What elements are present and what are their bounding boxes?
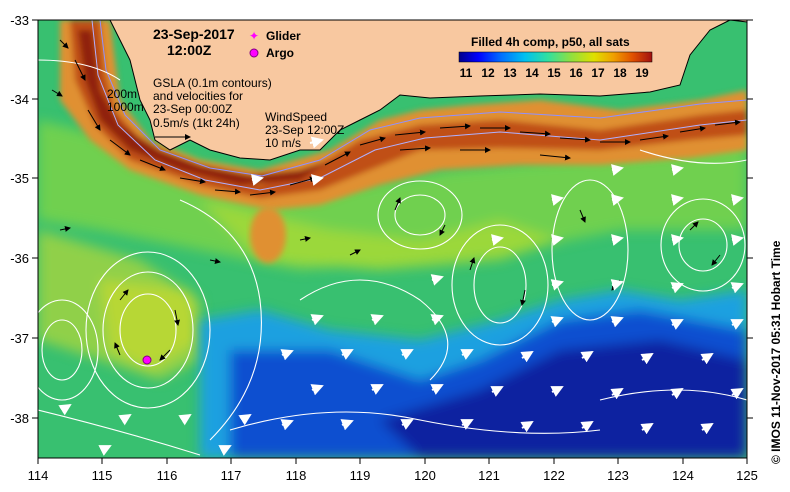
glider-icon: ✦	[249, 29, 259, 43]
x-tick-label: 123	[607, 468, 629, 483]
platform-legend: ✦ Glider Argo	[249, 29, 301, 60]
x-tick-label: 122	[543, 468, 565, 483]
y-axis-labels: -33 -34 -35 -36 -37 -38	[10, 13, 29, 426]
colorbar: Filled 4h comp, p50, all sats 11 12 13 1…	[458, 35, 653, 80]
colorbar-title: Filled 4h comp, p50, all sats	[471, 35, 630, 49]
colorbar-tick: 12	[481, 66, 495, 80]
gsla-line-4: 0.5m/s (1kt 24h)	[153, 116, 240, 130]
x-axis-labels: 114 115 116 117 118 119 120 121 122 123 …	[28, 468, 758, 483]
y-tick-label: -33	[10, 13, 29, 28]
x-tick-label: 125	[736, 468, 758, 483]
x-tick-label: 120	[414, 468, 436, 483]
colorbar-gradient	[458, 51, 653, 63]
colorbar-tick: 19	[635, 66, 649, 80]
x-tick-label: 121	[478, 468, 500, 483]
y-tick-label: -34	[10, 92, 29, 107]
gsla-line-2: and velocities for	[153, 89, 243, 103]
colorbar-tick: 13	[503, 66, 517, 80]
y-tick-label: -37	[10, 331, 29, 346]
x-tick-label: 118	[286, 468, 307, 483]
colorbar-tick: 14	[525, 66, 539, 80]
x-tick-label: 116	[157, 468, 178, 483]
wind-scale-arrow	[309, 136, 324, 149]
y-tick-label: -38	[10, 411, 29, 426]
x-tick-label: 124	[672, 468, 694, 483]
map-time: 12:00Z	[167, 42, 212, 58]
isobath-1000m-label: 1000m	[107, 100, 144, 114]
wind-line-2: 23-Sep 12:00Z	[265, 123, 344, 137]
argo-float-marker	[142, 355, 152, 365]
x-tick-label: 119	[350, 468, 371, 483]
map-date: 23-Sep-2017	[153, 26, 235, 42]
wind-line-1: WindSpeed	[265, 110, 327, 124]
y-tick-label: -35	[10, 171, 29, 186]
y-axis	[32, 19, 753, 419]
argo-icon	[249, 48, 259, 58]
imos-credit: © IMOS 11-Nov-2017 05:31 Hobart Time	[769, 240, 783, 464]
colorbar-tick: 15	[547, 66, 561, 80]
colorbar-tick: 16	[569, 66, 583, 80]
wind-line-3: 10 m/s	[265, 136, 301, 150]
colorbar-tick: 17	[591, 66, 605, 80]
gsla-line-1: GSLA (0.1m contours)	[153, 76, 272, 90]
x-axis	[37, 458, 748, 464]
colorbar-tick: 18	[613, 66, 627, 80]
wind-annotation: WindSpeed 23-Sep 12:00Z 10 m/s	[265, 110, 344, 150]
gsla-line-3: 23-Sep 00:00Z	[153, 102, 232, 116]
current-velocity-arrows	[51, 39, 741, 361]
glider-legend-label: Glider	[266, 29, 301, 43]
x-tick-label: 114	[28, 468, 49, 483]
argo-legend-label: Argo	[266, 46, 294, 60]
x-tick-label: 117	[221, 468, 242, 483]
gsla-annotation: GSLA (0.1m contours) and velocities for …	[153, 76, 272, 140]
map-plot-area	[38, 20, 747, 458]
colorbar-tick: 11	[460, 66, 473, 80]
plot-border	[37, 19, 748, 459]
y-tick-label: -36	[10, 251, 29, 266]
isobath-200m-label: 200m	[107, 87, 137, 101]
x-tick-label: 115	[92, 468, 113, 483]
wind-arrows	[58, 164, 744, 456]
